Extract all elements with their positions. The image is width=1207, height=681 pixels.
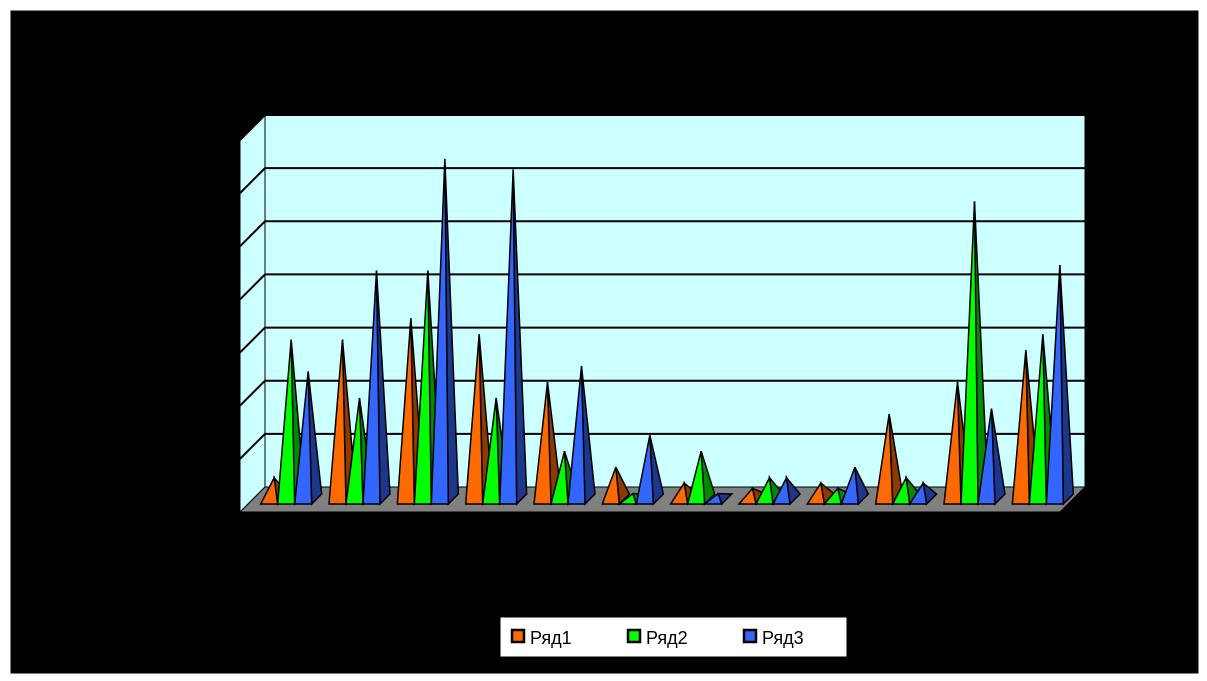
pyramid-front-face bbox=[1011, 350, 1031, 505]
data-series bbox=[259, 158, 1075, 506]
pyramid-front-face bbox=[617, 492, 638, 505]
legend-label: Ряд1 bbox=[530, 628, 572, 648]
pyramid-front-face bbox=[754, 475, 774, 505]
plot-side-wall bbox=[239, 113, 266, 514]
pyramid-front-face bbox=[293, 371, 313, 505]
pyramid-front-face bbox=[430, 158, 450, 505]
pyramid-front-face bbox=[840, 466, 860, 505]
pyramid-front-face bbox=[943, 382, 962, 505]
pyramid-bar bbox=[908, 481, 938, 506]
pyramid-bar bbox=[686, 450, 716, 506]
pyramid-front-face bbox=[960, 201, 979, 505]
legend-label: Ряд3 bbox=[762, 628, 804, 648]
legend-swatch bbox=[626, 628, 642, 644]
pyramid-bar bbox=[771, 475, 802, 506]
pyramid-bar bbox=[328, 339, 357, 506]
pyramid-front-face bbox=[276, 339, 296, 505]
pyramid-front-face bbox=[550, 450, 569, 505]
gridline bbox=[239, 379, 1085, 407]
pyramid-front-face bbox=[891, 475, 911, 505]
legend-box bbox=[499, 616, 848, 658]
pyramid-front-face bbox=[328, 339, 347, 505]
pyramid-bar bbox=[977, 408, 1006, 506]
pyramid-bar bbox=[891, 475, 921, 506]
pyramid-front-face bbox=[413, 270, 433, 505]
pyramid-bar bbox=[702, 492, 734, 506]
pyramid-front-face bbox=[977, 408, 996, 505]
pyramid-front-face bbox=[635, 435, 655, 505]
pyramid-front-face bbox=[1028, 334, 1048, 505]
legend: Ряд1 Ряд2 Ряд3 bbox=[499, 616, 848, 658]
pyramid-front-face bbox=[874, 413, 894, 505]
pyramid-front-face bbox=[464, 334, 484, 505]
pyramid-front-face bbox=[396, 318, 416, 505]
legend-swatch bbox=[742, 628, 758, 644]
pyramid-front-face bbox=[908, 481, 928, 505]
pyramid-bar bbox=[533, 381, 562, 506]
pyramid-bar bbox=[874, 413, 904, 506]
legend-swatch bbox=[510, 628, 526, 644]
pyramid-bar bbox=[293, 371, 323, 506]
gridline bbox=[239, 167, 1085, 194]
pyramid-front-face bbox=[702, 492, 723, 505]
legend-label: Ряд2 bbox=[646, 628, 688, 648]
pyramid-front-face bbox=[669, 481, 689, 505]
pyramid-front-face bbox=[601, 466, 621, 505]
pyramid-bar bbox=[1045, 265, 1075, 506]
gridline bbox=[239, 220, 1085, 247]
gridline bbox=[239, 326, 1085, 354]
pyramid-bar bbox=[362, 270, 391, 506]
pyramid-front-face bbox=[498, 169, 518, 505]
pyramid-bar bbox=[805, 481, 836, 506]
gridline bbox=[239, 114, 1085, 141]
pyramid-front-face bbox=[805, 481, 826, 505]
pyramid-bar bbox=[635, 435, 665, 506]
pyramid-front-face bbox=[345, 397, 364, 505]
pyramid-bar bbox=[464, 334, 494, 506]
pyramid-front-face bbox=[686, 450, 706, 505]
pyramid-bar bbox=[498, 169, 528, 506]
pyramid-bar bbox=[430, 158, 460, 506]
pyramid-bar bbox=[960, 201, 989, 506]
pyramid-front-face bbox=[362, 270, 381, 505]
pyramid-bar bbox=[754, 475, 785, 506]
pyramid-front-face bbox=[567, 366, 586, 505]
pyramid-bar bbox=[601, 466, 631, 506]
pyramid-bar bbox=[840, 466, 870, 506]
gridline bbox=[239, 432, 1085, 460]
pyramid-front-face bbox=[737, 486, 757, 505]
pyramid-front-face bbox=[481, 397, 501, 505]
pyramid-front-face bbox=[771, 475, 791, 505]
pyramid-bar bbox=[567, 366, 596, 506]
gridline bbox=[239, 273, 1085, 301]
pyramid-front-face bbox=[533, 382, 552, 505]
pyramid-front-face bbox=[1045, 265, 1065, 505]
plot-area bbox=[238, 113, 1087, 514]
pyramid-front-face bbox=[822, 486, 843, 505]
pyramid-front-face bbox=[259, 475, 279, 505]
